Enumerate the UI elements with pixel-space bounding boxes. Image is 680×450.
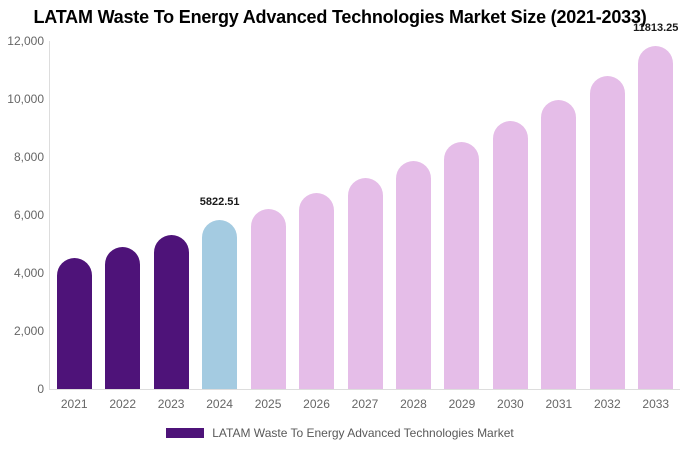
x-tick-2031: 2031: [545, 397, 573, 411]
legend-label: LATAM Waste To Energy Advanced Technolog…: [212, 426, 514, 440]
bar-2025[interactable]: [250, 209, 286, 389]
legend-item[interactable]: LATAM Waste To Energy Advanced Technolog…: [166, 426, 514, 440]
x-tick-2022: 2022: [109, 397, 137, 411]
bar-2023[interactable]: [153, 235, 189, 389]
bar-2027[interactable]: [347, 178, 383, 389]
x-tick-2027: 2027: [351, 397, 379, 411]
bar-2022[interactable]: [105, 247, 141, 389]
x-tick-2030: 2030: [497, 397, 524, 411]
x-axis-line: [49, 389, 680, 390]
legend: LATAM Waste To Energy Advanced Technolog…: [0, 426, 680, 440]
value-label-2024: 5822.51: [199, 196, 240, 209]
x-tick-2023: 2023: [157, 397, 185, 411]
chart-title: LATAM Waste To Energy Advanced Technolog…: [33, 7, 647, 27]
x-tick-2021: 2021: [60, 397, 88, 411]
x-tick-2024: 2024: [206, 397, 233, 411]
bar-2030[interactable]: [492, 121, 528, 389]
y-tick-4000: 4,000: [13, 266, 44, 280]
legend-swatch: [166, 428, 205, 438]
x-tick-2028: 2028: [400, 397, 427, 411]
y-tick-10000: 10,000: [7, 92, 44, 106]
bar-2029[interactable]: [444, 142, 480, 389]
y-tick-12000: 12,000: [7, 34, 44, 48]
y-tick-6000: 6,000: [13, 208, 44, 222]
x-tick-2026: 2026: [303, 397, 330, 411]
y-axis-line: [49, 41, 50, 390]
bar-2031[interactable]: [541, 100, 577, 389]
bar-2028[interactable]: [395, 161, 431, 389]
plot-area: [50, 41, 680, 389]
y-tick-2000: 2,000: [13, 324, 44, 338]
bar-2026[interactable]: [299, 193, 335, 389]
bar-2024[interactable]: [202, 220, 238, 389]
y-tick-8000: 8,000: [13, 150, 44, 164]
x-tick-2033: 2033: [642, 397, 670, 411]
x-tick-2032: 2032: [593, 397, 621, 411]
y-tick-0: 0: [37, 382, 44, 396]
value-label-2033: 11813.25: [633, 22, 679, 35]
bar-2021[interactable]: [56, 258, 92, 389]
x-tick-2025: 2025: [254, 397, 282, 411]
bar-2033[interactable]: [638, 46, 674, 389]
x-tick-2029: 2029: [448, 397, 476, 411]
bar-2032[interactable]: [589, 76, 625, 389]
